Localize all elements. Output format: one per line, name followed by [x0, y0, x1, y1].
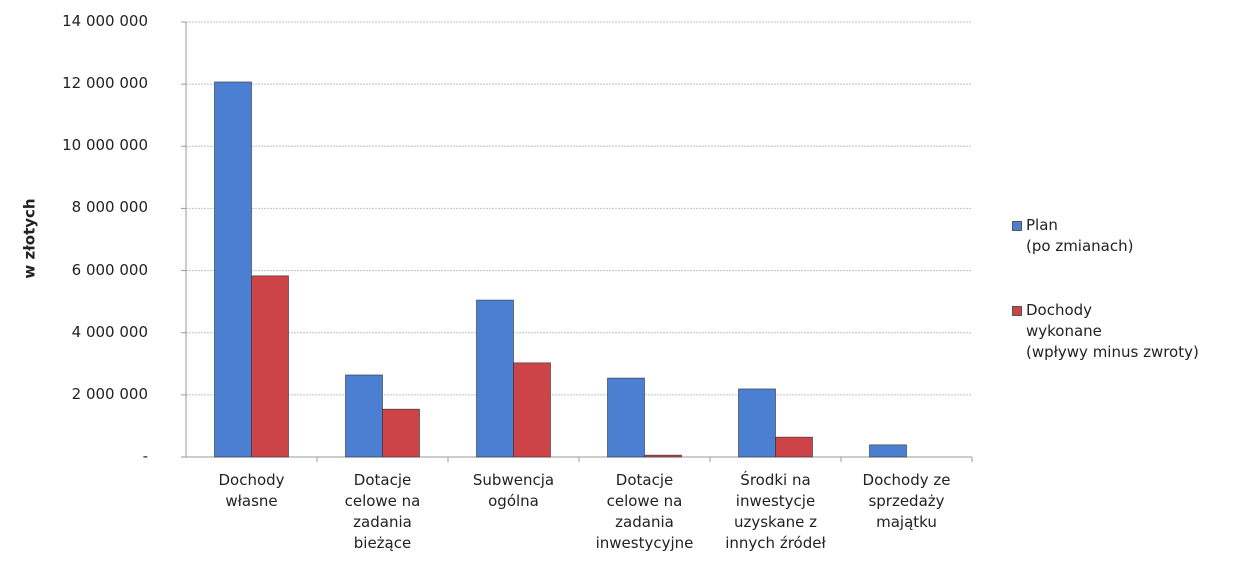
y-tick-label: 4 000 000 [71, 322, 148, 341]
y-tick-label: 6 000 000 [71, 260, 148, 279]
x-tick-label: Dotacje celowe na zadania bieżące [344, 471, 421, 552]
legend-label: Plan (po zmianach) [1026, 216, 1134, 255]
legend-label: Dochody wykonane (wpływy minus zwroty) [1026, 301, 1199, 361]
x-tick-label: Środki na inwestycje uzyskane z innych ź… [725, 471, 826, 552]
y-tick-label: 12 000 000 [62, 74, 148, 93]
bar [607, 377, 645, 458]
bar [476, 299, 514, 458]
bar [738, 388, 776, 458]
bar [869, 444, 907, 458]
bar [382, 408, 420, 458]
x-tick-label: Dotacje celowe na zadania inwestycyjne [595, 471, 694, 552]
bar [513, 362, 551, 458]
bar [251, 275, 289, 458]
legend-swatch [1012, 306, 1022, 316]
bar [345, 374, 383, 458]
x-tick-label: Subwencja ogólna [472, 471, 555, 510]
bar [214, 81, 252, 458]
x-tick-label: Dochody ze sprzedaży majątku [862, 471, 951, 531]
y-tick-label: 10 000 000 [62, 136, 148, 155]
legend-swatch [1012, 221, 1022, 231]
y-tick-label: - [142, 447, 148, 465]
x-tick-label: Dochody własne [218, 471, 285, 510]
bar [644, 454, 682, 458]
y-tick-label: 14 000 000 [62, 12, 148, 30]
y-tick-label: 8 000 000 [71, 198, 148, 217]
bar [775, 436, 813, 458]
y-tick-label: 2 000 000 [71, 384, 148, 403]
